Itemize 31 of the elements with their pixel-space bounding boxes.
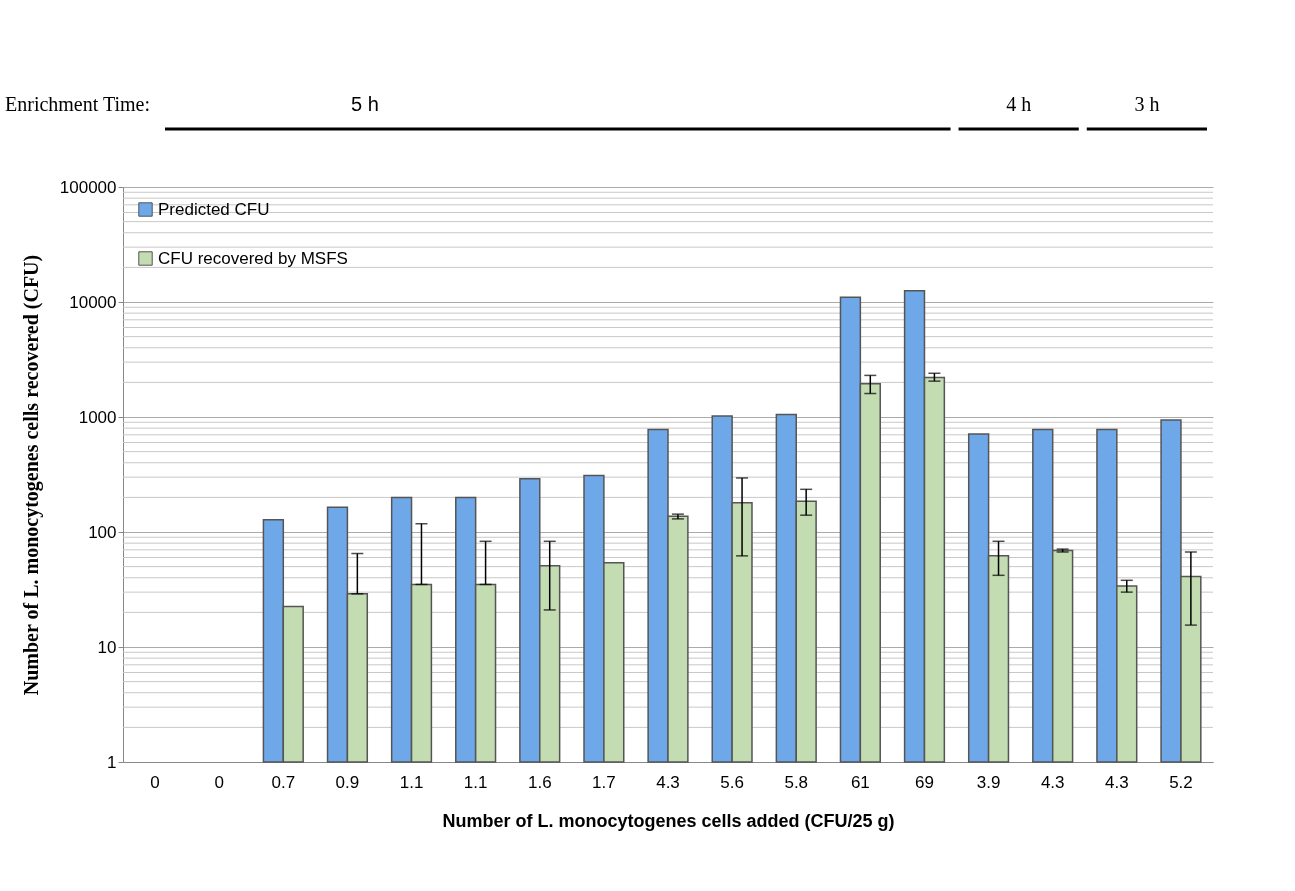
x-tick-label: 3.9 [976, 772, 1001, 792]
x-tick-label: 4.3 [1105, 772, 1129, 792]
x-tick-label: 1.7 [592, 772, 616, 792]
x-tick-label: 0.7 [271, 772, 296, 792]
y-tick-label: 100 [88, 522, 117, 542]
x-tick-label: 69 [915, 772, 934, 792]
y-tick-label: 10 [97, 637, 117, 657]
x-axis-title: Number of L. monocytogenes cells added (CFU/25 g) [442, 810, 895, 831]
legend-label: Predicted CFU [158, 199, 270, 219]
x-tick-label: 0.9 [335, 772, 360, 792]
x-tick-label: 4.3 [656, 772, 680, 792]
y-tick-label: 1 [107, 752, 117, 772]
text: 3 h [1134, 93, 1160, 115]
x-tick-label: 5.2 [1169, 772, 1193, 792]
y-tick-label: 100000 [59, 177, 117, 197]
x-tick-label: 61 [850, 772, 870, 792]
text: Enrichment Time: [5, 93, 150, 115]
y-axis-title: Number of L. monocytogenes cells recovered (CFU) [19, 254, 43, 696]
text: 4 h [1006, 93, 1032, 115]
x-tick-label: 1.1 [463, 772, 488, 792]
x-tick-label: 0 [214, 772, 224, 792]
legend-label: CFU recovered by MSFS [158, 248, 348, 268]
x-tick-label: 0 [150, 772, 160, 792]
x-tick-label: 5.8 [784, 772, 809, 792]
text: 5 h [351, 93, 379, 115]
y-tick-label: 10000 [69, 292, 117, 312]
x-tick-label: 1.1 [399, 772, 424, 792]
x-tick-label: 4.3 [1040, 772, 1065, 792]
x-tick-label: 5.6 [720, 772, 744, 792]
x-tick-label: 1.6 [527, 772, 552, 792]
y-tick-label: 1000 [78, 407, 117, 427]
